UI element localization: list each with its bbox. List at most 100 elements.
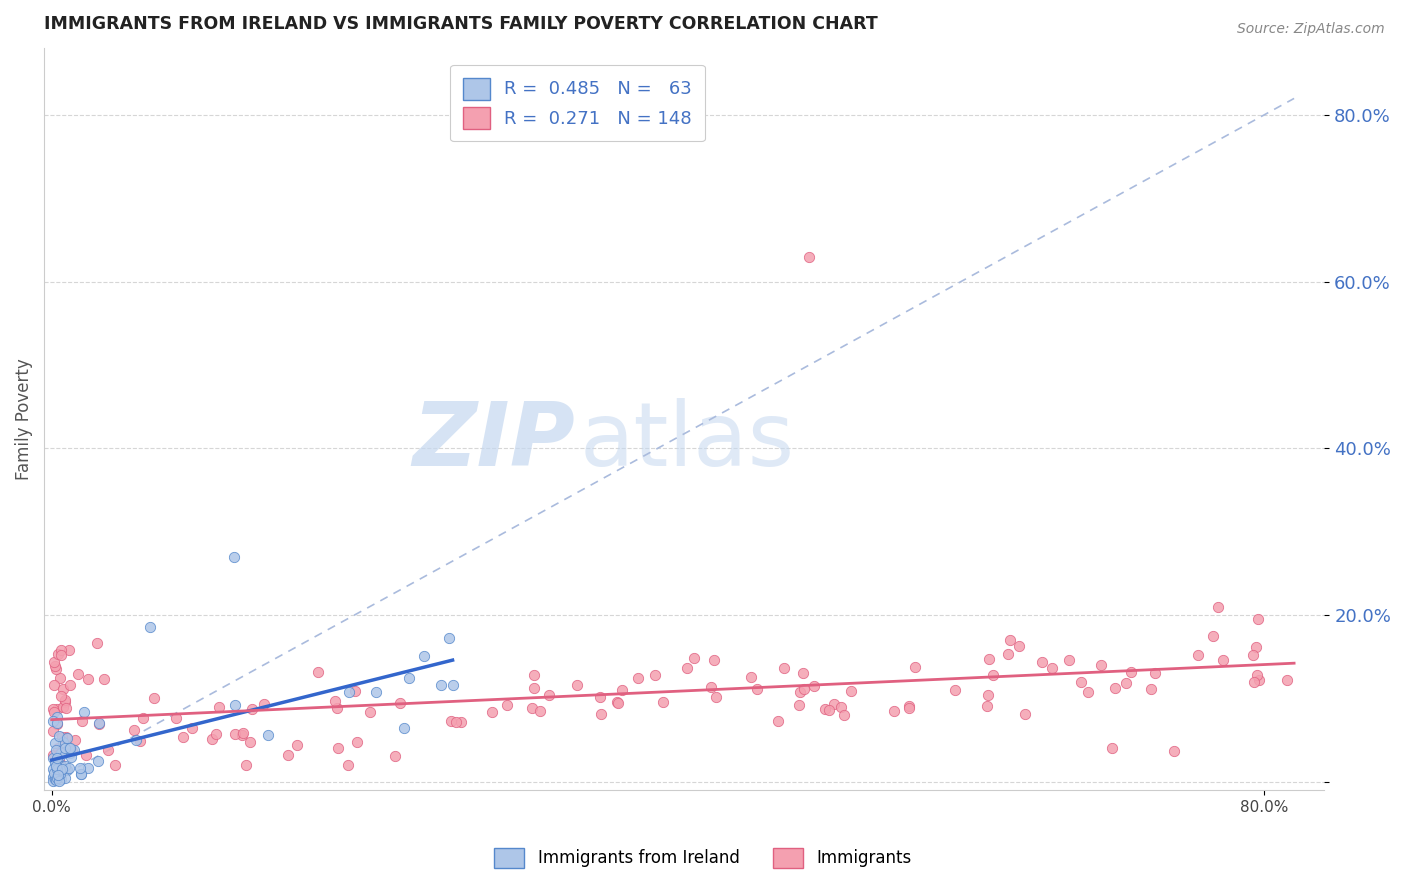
Point [49, 759, 72, 773]
Point [1014, 706, 1036, 721]
Point [326, 701, 349, 715]
Point [591, 706, 613, 721]
Point [42, 762, 65, 776]
Point [1007, 639, 1029, 653]
Point [75, 747, 97, 762]
Point [328, 741, 350, 756]
Point [49, 690, 72, 704]
Point [437, 632, 460, 646]
Point [520, 701, 543, 715]
Point [46, 754, 69, 768]
Point [143, 690, 166, 705]
Point [53, 693, 76, 707]
Point [787, 698, 810, 713]
Point [55, 759, 77, 773]
Point [104, 757, 127, 772]
Point [231, 728, 253, 742]
Point [1246, 640, 1268, 654]
Point [398, 671, 420, 685]
Point [172, 730, 194, 744]
Point [883, 704, 905, 718]
Point [773, 661, 796, 675]
Point [70, 714, 93, 728]
Point [44, 655, 66, 669]
Point [42, 750, 65, 764]
Point [46, 768, 69, 782]
Text: atlas: atlas [579, 398, 794, 485]
Point [1143, 665, 1166, 680]
Point [122, 723, 145, 738]
Text: ZIP: ZIP [413, 398, 575, 485]
Legend: R =  0.485   N =   63, R =  0.271   N = 148: R = 0.485 N = 63, R = 0.271 N = 148 [450, 65, 704, 142]
Point [529, 704, 551, 718]
Point [49, 756, 72, 771]
Point [46, 754, 69, 768]
Point [139, 620, 162, 634]
Point [56, 763, 79, 777]
Point [49, 767, 72, 781]
Point [1212, 653, 1234, 667]
Point [165, 710, 187, 724]
Point [42, 678, 65, 692]
Point [589, 690, 612, 705]
Point [1187, 648, 1209, 662]
Point [46, 716, 69, 731]
Point [42, 747, 65, 762]
Point [799, 250, 821, 264]
Point [1040, 661, 1063, 675]
Point [1104, 681, 1126, 695]
Point [1077, 684, 1099, 698]
Point [979, 652, 1001, 666]
Point [740, 669, 762, 683]
Point [46, 647, 69, 661]
Point [42, 724, 65, 739]
Point [818, 703, 841, 717]
Point [897, 701, 920, 715]
Point [48, 769, 70, 783]
Point [343, 684, 366, 698]
Point [841, 684, 863, 698]
Point [52, 735, 75, 749]
Point [235, 757, 257, 772]
Point [943, 682, 966, 697]
Point [1119, 665, 1142, 679]
Point [51, 648, 73, 663]
Point [224, 727, 246, 741]
Point [830, 699, 852, 714]
Point [45, 759, 67, 773]
Point [1031, 655, 1053, 669]
Point [676, 661, 699, 675]
Point [63, 733, 86, 747]
Point [789, 685, 811, 699]
Point [803, 679, 825, 693]
Point [538, 688, 561, 702]
Point [60, 749, 83, 764]
Point [232, 726, 254, 740]
Point [898, 699, 921, 714]
Point [388, 697, 411, 711]
Point [48, 765, 70, 780]
Point [430, 678, 453, 692]
Point [180, 721, 202, 735]
Point [1163, 744, 1185, 758]
Point [125, 733, 148, 747]
Point [644, 668, 666, 682]
Point [441, 678, 464, 692]
Point [1275, 673, 1298, 687]
Point [496, 698, 519, 712]
Point [1000, 632, 1022, 647]
Point [1206, 600, 1229, 615]
Point [523, 681, 546, 696]
Point [1249, 673, 1271, 687]
Point [610, 683, 633, 698]
Point [567, 678, 589, 692]
Point [45, 773, 67, 788]
Point [651, 695, 673, 709]
Point [129, 734, 152, 748]
Point [359, 705, 381, 719]
Point [89, 715, 111, 730]
Point [69, 767, 91, 781]
Point [48, 773, 70, 788]
Legend: Immigrants from Ireland, Immigrants: Immigrants from Ireland, Immigrants [488, 841, 918, 875]
Point [59, 678, 82, 692]
